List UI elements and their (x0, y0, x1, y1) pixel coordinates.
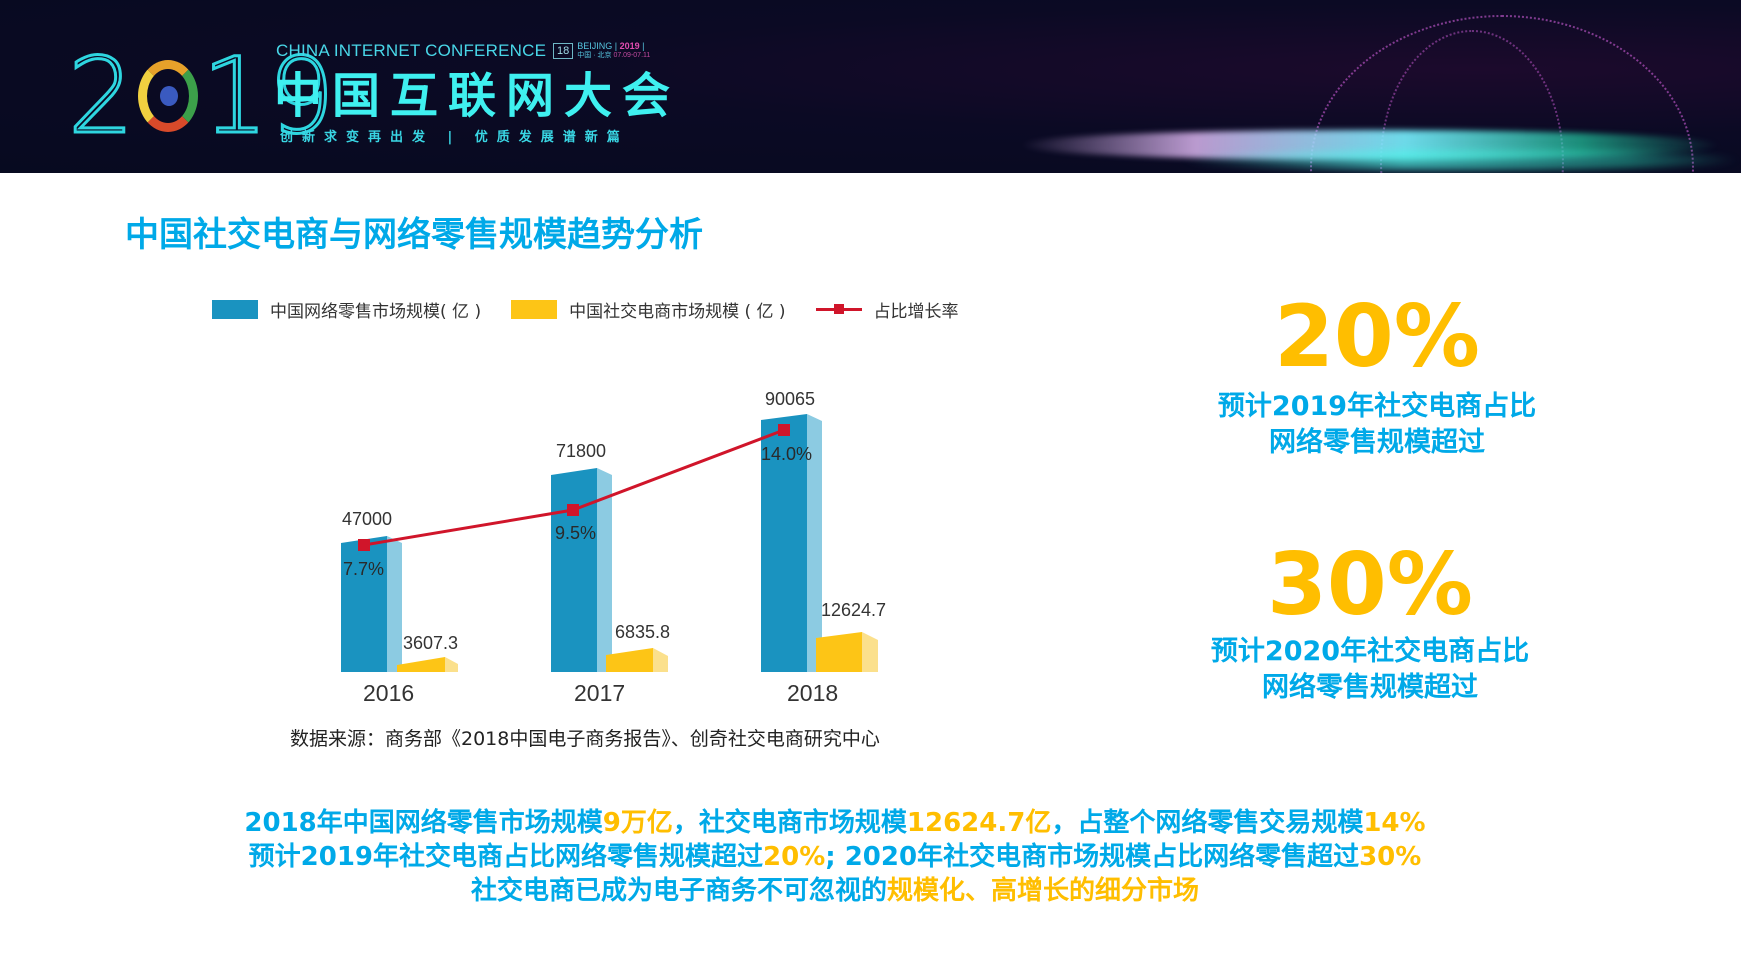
legend-label: 占比增长率 (873, 302, 959, 322)
x-tick-2016: 2016 (363, 680, 415, 706)
data-label-retail-2016: 47000 (342, 509, 393, 529)
edition-number: 18 (553, 43, 574, 59)
data-label-social-2016: 3607.3 (403, 633, 459, 653)
summary-line-1: 2018年中国网络零售市场规模9万亿，社交电商市场规模12624.7亿，占整个网… (100, 806, 1570, 840)
summary-highlight: 14% (1363, 808, 1426, 838)
bar-social-2018 (816, 632, 878, 672)
summary-highlight: 9万亿 (602, 808, 673, 838)
logo-emblem-icon (138, 60, 199, 132)
legend-swatch-blue (212, 300, 258, 319)
bar-line-chart: 47000 71800 90065 3607.3 6835.8 12624.7 … (0, 0, 1000, 800)
data-label-growth-2018: 14.0% (761, 444, 813, 464)
summary-highlight: 规模化、高增长的细分市场 (887, 876, 1200, 906)
summary-text-segment: ，占整个网络零售交易规模 (1051, 808, 1364, 838)
data-label-growth-2017: 9.5% (555, 523, 597, 543)
x-tick-2017: 2017 (574, 680, 626, 706)
badge-dates: 07.09-07.11 (613, 52, 651, 59)
summary-highlight: 20% (763, 842, 826, 872)
badge-city-cn: 中国 · 北京 (577, 52, 612, 59)
summary-text-segment: ; 2020年社交电商市场规模占比网络零售超过 (825, 842, 1360, 872)
legend-label: 中国网络零售市场规模( 亿 ) (270, 302, 482, 322)
data-label-retail-2017: 71800 (556, 441, 607, 461)
chart-legend: 中国网络零售市场规模( 亿 ) 中国社交电商市场规模 ( 亿 ) 占比增长率 (212, 297, 989, 322)
bar-social-2017 (606, 648, 668, 672)
bar-retail-2018 (761, 414, 822, 672)
summary-highlight: 12624.7亿 (906, 808, 1052, 838)
logo-2019: 2 1 9 (66, 35, 336, 157)
summary-text-segment: ，社交电商市场规模 (672, 808, 907, 838)
summary-line-3: 社交电商已成为电子商务不可忽视的规模化、高增长的细分市场 (100, 874, 1570, 908)
stat-caption-2020: 预计2020年社交电商占比 网络零售规模超过 (1160, 634, 1580, 706)
summary-text-segment: 2018年中国网络零售市场规模 (244, 808, 603, 838)
legend-item-social: 中国社交电商市场规模 ( 亿 ) (511, 297, 786, 322)
legend-item-growth: 占比增长率 (815, 297, 959, 322)
legend-line-marker-icon (815, 304, 862, 314)
data-label-retail-2018: 90065 (765, 389, 816, 409)
badge-city-year: BEIJING | 2019 | (577, 41, 645, 51)
page-title: 中国社交电商与网络零售规模趋势分析 (125, 215, 703, 255)
legend-label: 中国社交电商市场规模 ( 亿 ) (569, 302, 786, 322)
conference-slogan: 创新求变再出发 | 优质发展谱新篇 (280, 130, 629, 145)
conference-name-en: CHINA INTERNET CONFERENCE (276, 41, 547, 60)
summary-highlight: 30% (1359, 842, 1422, 872)
bar-retail-2016 (341, 536, 402, 672)
light-streak-decoration (1180, 150, 1740, 170)
stat-value-2020: 30% (1267, 535, 1473, 635)
legend-swatch-yellow (511, 300, 558, 319)
data-label-growth-2016: 7.7% (343, 559, 385, 579)
data-label-social-2018: 12624.7 (821, 600, 887, 620)
legend-item-retail: 中国网络零售市场规模( 亿 ) (212, 297, 481, 322)
event-badge: 18 BEIJING | 2019 | 中国 · 北京 07.09-07.11 (553, 42, 650, 60)
bar-social-2016 (397, 657, 458, 672)
summary-text-segment: 预计2019年社交电商占比网络零售规模超过 (248, 842, 764, 872)
badge-year: 2019 (619, 41, 640, 51)
x-tick-2018: 2018 (787, 680, 839, 706)
stat-caption-line: 网络零售规模超过 (1269, 427, 1485, 458)
stat-value-2019: 20% (1274, 287, 1480, 387)
line-marker-2016 (358, 539, 370, 551)
summary-text-segment: 社交电商已成为电子商务不可忽视的 (470, 876, 887, 906)
summary-line-2: 预计2019年社交电商占比网络零售规模超过20%; 2020年社交电商市场规模占… (100, 840, 1570, 874)
logo-digit: 2 (66, 35, 135, 157)
data-source-note: 数据来源：商务部《2018中国电子商务报告》、创奇社交电商研究中心 (290, 728, 880, 750)
stat-caption-line: 预计2020年社交电商占比 (1210, 636, 1530, 667)
badge-city-dates: 中国 · 北京 07.09-07.11 (577, 51, 650, 60)
bar-retail-2017 (551, 468, 612, 672)
badge-city-en: BEIJING (577, 41, 613, 51)
stat-caption-2019: 预计2019年社交电商占比 网络零售规模超过 (1167, 389, 1587, 461)
chart-graphics (341, 414, 878, 672)
line-marker-2018 (778, 424, 790, 436)
data-label-social-2017: 6835.8 (615, 622, 671, 642)
logo-digit: 1 (201, 35, 270, 157)
stat-caption-line: 预计2019年社交电商占比 (1217, 391, 1537, 422)
conference-name-cn: 中国互联网大会 (274, 68, 681, 124)
conference-banner: 2 1 9 CHINA INTERNET CONFERENCE 18 BEIJI… (0, 0, 1741, 173)
logo-digit: 9 (267, 35, 336, 157)
line-marker-2017 (567, 504, 579, 516)
summary-text: 2018年中国网络零售市场规模9万亿，社交电商市场规模12624.7亿，占整个网… (100, 806, 1570, 908)
stat-caption-line: 网络零售规模超过 (1262, 672, 1478, 703)
